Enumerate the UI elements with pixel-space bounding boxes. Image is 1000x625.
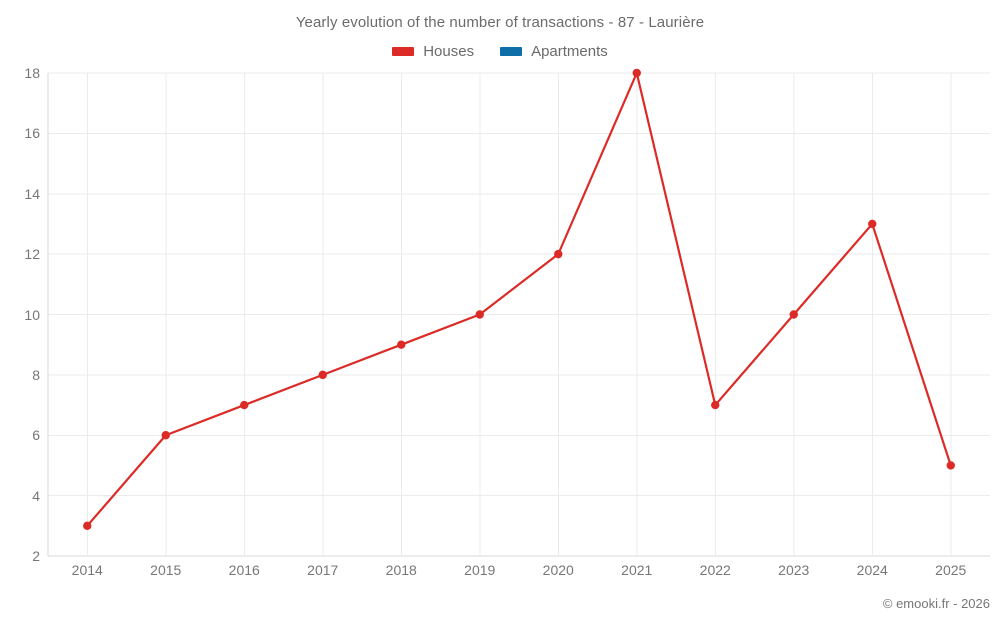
- y-tick-label: 4: [32, 487, 40, 504]
- legend-label-houses: Houses: [423, 43, 475, 60]
- x-tick-label: 2014: [71, 562, 103, 578]
- y-tick-label: 16: [24, 125, 40, 142]
- x-tick-label: 2023: [778, 562, 810, 578]
- y-tick-label: 18: [24, 65, 40, 81]
- y-tick-label: 12: [24, 246, 40, 263]
- x-tick-label: 2022: [699, 562, 731, 578]
- data-point[interactable]: [632, 68, 641, 78]
- data-point[interactable]: [161, 431, 170, 440]
- x-tick-label: 2019: [464, 562, 496, 578]
- legend-swatch-apartments: [500, 47, 523, 56]
- chart-credit: © emooki.fr - 2026: [882, 596, 990, 611]
- x-tick-label: 2017: [307, 562, 339, 578]
- data-point[interactable]: [83, 521, 92, 531]
- plot-area: [47, 68, 990, 557]
- y-tick-label: 14: [24, 185, 40, 202]
- x-tick-label: 2020: [542, 562, 574, 578]
- legend-swatch-houses: [392, 47, 415, 56]
- series-line-houses[interactable]: [86, 71, 952, 527]
- x-tick-label: 2016: [228, 562, 260, 578]
- y-tick-label: 2: [32, 548, 40, 564]
- data-point[interactable]: [397, 340, 406, 349]
- data-point[interactable]: [318, 370, 327, 380]
- legend-item-houses[interactable]: Houses: [392, 44, 474, 59]
- chart-legend: Houses Apartments: [0, 44, 1000, 59]
- y-tick-label: 10: [24, 306, 40, 323]
- legend-label-apartments: Apartments: [531, 43, 608, 60]
- data-point[interactable]: [789, 310, 798, 319]
- data-point[interactable]: [868, 219, 877, 229]
- x-tick-label: 2015: [150, 562, 182, 578]
- legend-item-apartments[interactable]: Apartments: [500, 44, 608, 59]
- plot-svg: [47, 68, 990, 557]
- data-point[interactable]: [946, 461, 955, 470]
- data-point[interactable]: [475, 310, 484, 319]
- x-tick-label: 2021: [621, 562, 653, 578]
- x-tick-label: 2018: [385, 562, 417, 578]
- x-tick-label: 2025: [935, 562, 967, 578]
- chart-title: Yearly evolution of the number of transa…: [295, 14, 705, 31]
- data-point[interactable]: [240, 400, 249, 410]
- y-tick-label: 6: [32, 427, 40, 444]
- data-point[interactable]: [554, 249, 563, 259]
- x-axis-tick-labels: 2014 2015 2016 2017 2018 2019 2020 2021 2022 2023…: [48, 562, 990, 588]
- data-point[interactable]: [711, 400, 720, 410]
- y-tick-label: 8: [32, 366, 40, 383]
- y-axis-tick-labels: 2 4 6 8 10 12 14 16 18: [0, 65, 40, 564]
- x-tick-label: 2024: [856, 562, 888, 578]
